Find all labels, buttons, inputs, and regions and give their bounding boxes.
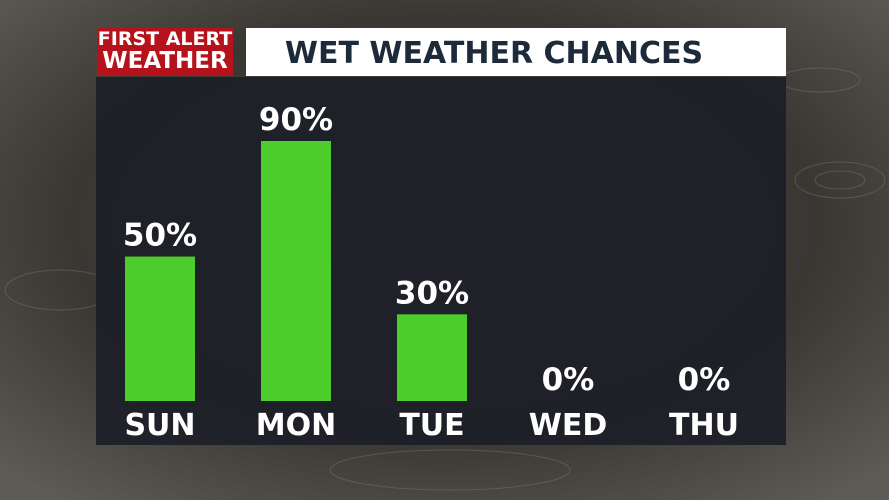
value-label: 0% xyxy=(542,362,595,398)
x-tick-label: THU xyxy=(669,408,739,443)
x-tick-label: TUE xyxy=(399,408,464,443)
logo-line-2: WEATHER xyxy=(102,48,228,74)
value-label: 50% xyxy=(123,218,197,254)
bar xyxy=(397,314,467,401)
value-label: 30% xyxy=(395,275,469,311)
title-bar xyxy=(246,28,786,76)
logo-line-1: FIRST ALERT xyxy=(98,28,233,50)
value-label: 90% xyxy=(259,102,333,138)
bar xyxy=(261,141,331,401)
x-tick-label: MON xyxy=(256,408,336,443)
chart-title: WET WEATHER CHANCES xyxy=(285,36,703,71)
logo-box xyxy=(97,28,233,76)
bar xyxy=(125,256,195,401)
x-tick-label: WED xyxy=(529,408,608,443)
value-label: 0% xyxy=(678,362,731,398)
x-tick-label: SUN xyxy=(124,408,195,443)
